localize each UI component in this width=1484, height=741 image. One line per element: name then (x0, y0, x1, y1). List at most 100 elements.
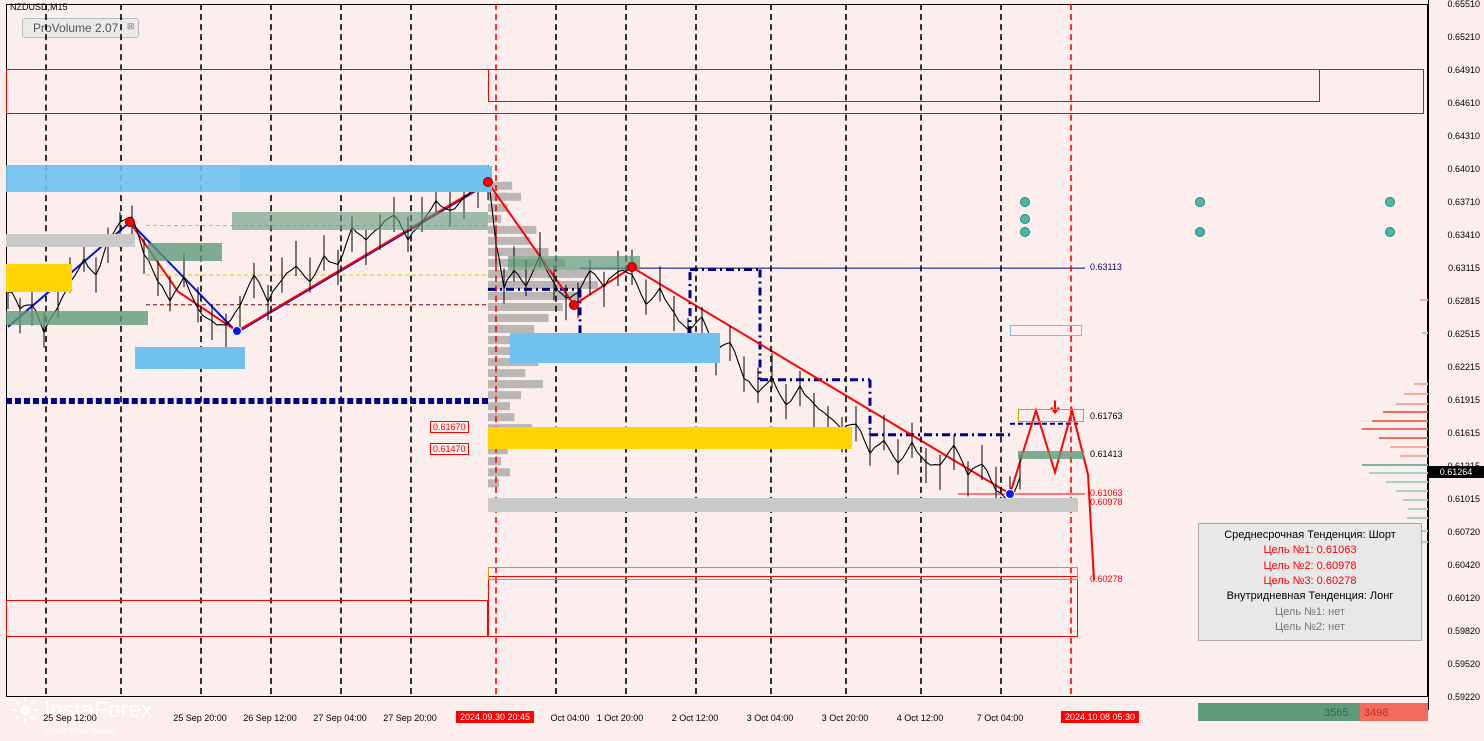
price-label: 0.61413 (1088, 449, 1125, 459)
x-tick: 7 Oct 04:00 (977, 713, 1024, 723)
x-tick: 27 Sep 20:00 (383, 713, 437, 723)
depth-bar (1369, 472, 1429, 474)
depth-bar (1422, 332, 1428, 334)
y-tick: 0.60120 (1447, 593, 1480, 603)
zone-rect (488, 498, 1078, 512)
zone-rect (148, 243, 222, 261)
teal-dot (1020, 227, 1030, 237)
red-dot (627, 262, 637, 272)
zone-rect (6, 234, 135, 247)
x-tick: Oct 04:00 (550, 713, 589, 723)
zone-rect (488, 427, 852, 449)
price-label: 0.63113 (1088, 262, 1124, 272)
zone-rect (1010, 325, 1082, 336)
depth-bar (1372, 420, 1428, 422)
forecast-row: Цель №1: нет (1207, 605, 1413, 620)
teal-dot (1195, 197, 1205, 207)
price-label: 0.61470 (430, 443, 469, 455)
depth-bar (1362, 464, 1429, 466)
y-tick: 0.62515 (1447, 329, 1480, 339)
y-tick: 0.61615 (1447, 428, 1480, 438)
x-tick: 4 Oct 12:00 (897, 713, 944, 723)
forecast-panel: Среднесрочная Тенденция: ШортЦель №1: 0.… (1198, 523, 1422, 641)
zone-rect (6, 398, 488, 404)
x-tick: 2 Oct 12:00 (672, 713, 719, 723)
zone-rect (1018, 409, 1084, 421)
y-tick: 0.65210 (1447, 32, 1480, 42)
x-tick: 25 Sep 12:00 (43, 713, 97, 723)
teal-dot (1195, 227, 1205, 237)
y-axis: 0.655100.652100.649100.646100.643100.640… (1428, 0, 1484, 710)
price-label: 0.60978 (1088, 497, 1125, 507)
depth-bar (1396, 490, 1428, 492)
depth-bar (1407, 517, 1428, 519)
zone-rect (6, 264, 72, 292)
volume-buy-label: 3565 (1324, 707, 1348, 719)
zone-rect (6, 600, 488, 637)
zone-rect (6, 311, 148, 324)
y-tick: 0.59520 (1447, 659, 1480, 669)
x-tick: 27 Sep 04:00 (313, 713, 367, 723)
zone-rect (232, 212, 488, 230)
volume-sell-label: 3498 (1364, 707, 1388, 719)
y-tick: 0.64910 (1447, 65, 1480, 75)
x-tick: 3 Oct 20:00 (822, 713, 869, 723)
depth-bar (1390, 446, 1429, 448)
depth-bar (1420, 299, 1428, 301)
forecast-row: Среднесрочная Тенденция: Шорт (1207, 528, 1413, 543)
forecast-row: Цель №2: нет (1207, 620, 1413, 635)
zone-rect (510, 333, 720, 363)
depth-bar (1404, 393, 1428, 395)
y-tick: 0.65510 (1447, 0, 1480, 9)
price-label: 0.61763 (1088, 411, 1125, 421)
depth-bar (1408, 508, 1428, 510)
y-tick: 0.59220 (1447, 692, 1480, 702)
forecast-row: Внутридневная Тенденция: Лонг (1207, 589, 1413, 604)
x-axis (0, 723, 1484, 741)
brand-tagline: Instant Forex Trading (44, 728, 153, 735)
chart-root: NZDUSD,M15 ProVolume 2.07 ⊠ 0.655100.652… (0, 0, 1484, 741)
x-tick: 1 Oct 20:00 (597, 713, 644, 723)
y-tick: 0.63710 (1447, 197, 1480, 207)
zone-rect (240, 166, 492, 192)
depth-bar (1386, 481, 1428, 483)
zone-rect (1018, 451, 1084, 459)
zone-rect (135, 347, 245, 369)
depth-bar (1403, 499, 1428, 501)
y-tick: 0.62815 (1447, 296, 1480, 306)
x-tick: 2024.10.08 05:30 (1061, 711, 1139, 723)
close-icon[interactable]: ⊠ (127, 21, 135, 32)
symbol-label: NZDUSD,M15 (10, 2, 68, 12)
y-tick: 0.60720 (1447, 527, 1480, 537)
x-tick: 2024.09.30 20:45 (456, 711, 534, 723)
zone-rect (488, 576, 1078, 638)
depth-bar (1400, 455, 1428, 457)
x-tick: 26 Sep 12:00 (243, 713, 297, 723)
y-tick: 0.64010 (1447, 164, 1480, 174)
red-dot (125, 217, 135, 227)
red-dot (483, 177, 493, 187)
price-label: 0.60278 (1088, 574, 1125, 584)
forecast-row: Цель №1: 0.61063 (1207, 543, 1413, 558)
zone-rect (488, 567, 1078, 580)
y-tick: 0.63410 (1447, 230, 1480, 240)
y-tick: 0.64310 (1447, 131, 1480, 141)
teal-dot (1020, 197, 1030, 207)
forecast-row: Цель №2: 0.60978 (1207, 559, 1413, 574)
teal-dot (1385, 227, 1395, 237)
depth-bar (1396, 403, 1428, 405)
x-tick: 25 Sep 20:00 (173, 713, 227, 723)
y-tick: 0.61915 (1447, 395, 1480, 405)
y-tick: 0.62215 (1447, 362, 1480, 372)
depth-bar (1362, 428, 1428, 430)
blue-dot (232, 326, 242, 336)
teal-dot (1020, 214, 1030, 224)
y-tick: 0.61015 (1447, 494, 1480, 504)
zone-rect (488, 69, 1320, 102)
red-dot (569, 300, 579, 310)
price-label: 0.61670 (430, 421, 469, 433)
y-tick: 0.59820 (1447, 626, 1480, 636)
zone-rect (508, 256, 640, 269)
current-price-flag: 0.61264 (1428, 466, 1484, 478)
blue-dot (1005, 489, 1015, 499)
